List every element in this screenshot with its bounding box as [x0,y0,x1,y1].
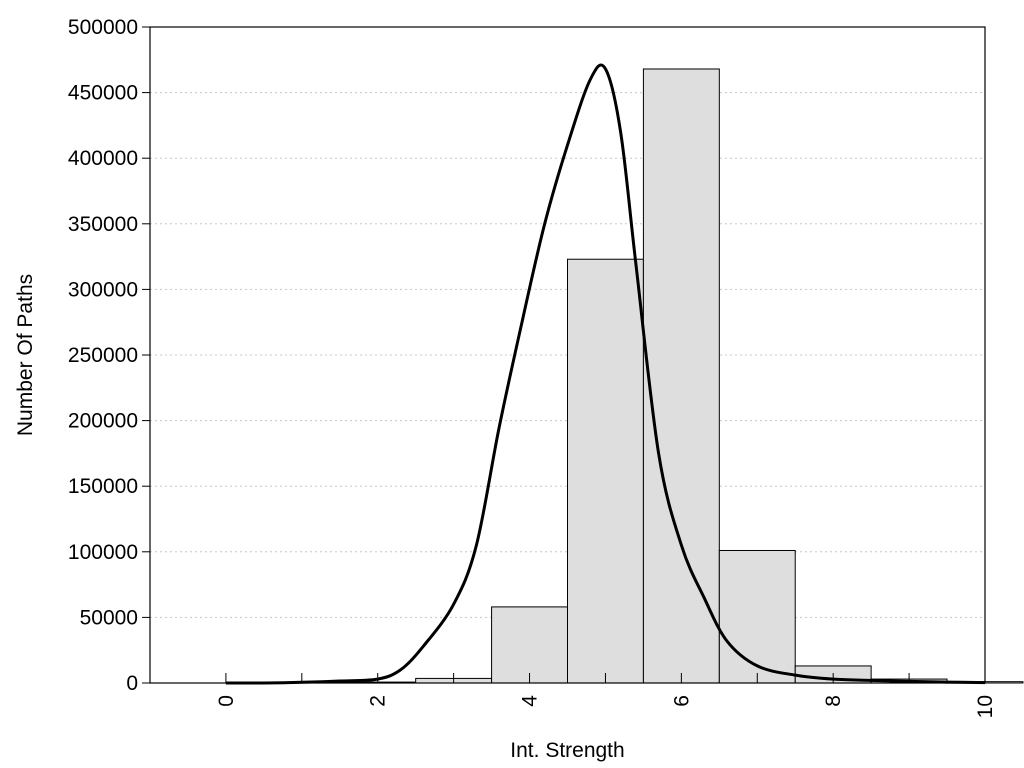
gridlines [150,92,985,618]
y-tick-label: 450000 [68,82,138,105]
y-tick-label: 300000 [68,278,138,301]
y-axis-label: Number Of Paths [14,274,37,436]
histogram-bar [718,549,796,684]
y-tick-label: 0 [126,672,138,695]
x-tick-label: 2 [367,695,390,707]
x-tick-label: 0 [215,695,238,707]
y-tick-label: 150000 [68,475,138,498]
y-tick-label: 100000 [68,541,138,564]
y-tick-label: 350000 [68,213,138,236]
x-tick-label: 4 [519,695,542,707]
histogram-bar [567,258,644,684]
x-tick-label: 6 [670,695,693,707]
y-tick-label: 200000 [68,410,138,433]
y-tick-label: 50000 [80,606,138,629]
y-tick-label: 250000 [68,344,138,367]
x-axis-label: Int. Strength [510,739,624,762]
histogram-bars [263,68,1024,684]
x-tick-label: 10 [974,695,997,718]
histogram-bar [642,68,720,684]
histogram-bar [491,606,568,684]
y-tick-label: 400000 [68,147,138,170]
density-curve [225,63,986,685]
y-tick-label: 500000 [68,16,138,39]
y-axis-ticks: 0 50000 100000 150000 200000 250000 300000 3500… [68,16,150,695]
x-tick-label: 8 [822,695,845,707]
x-axis-ticks: 0 2 4 6 8 10 [215,673,997,718]
